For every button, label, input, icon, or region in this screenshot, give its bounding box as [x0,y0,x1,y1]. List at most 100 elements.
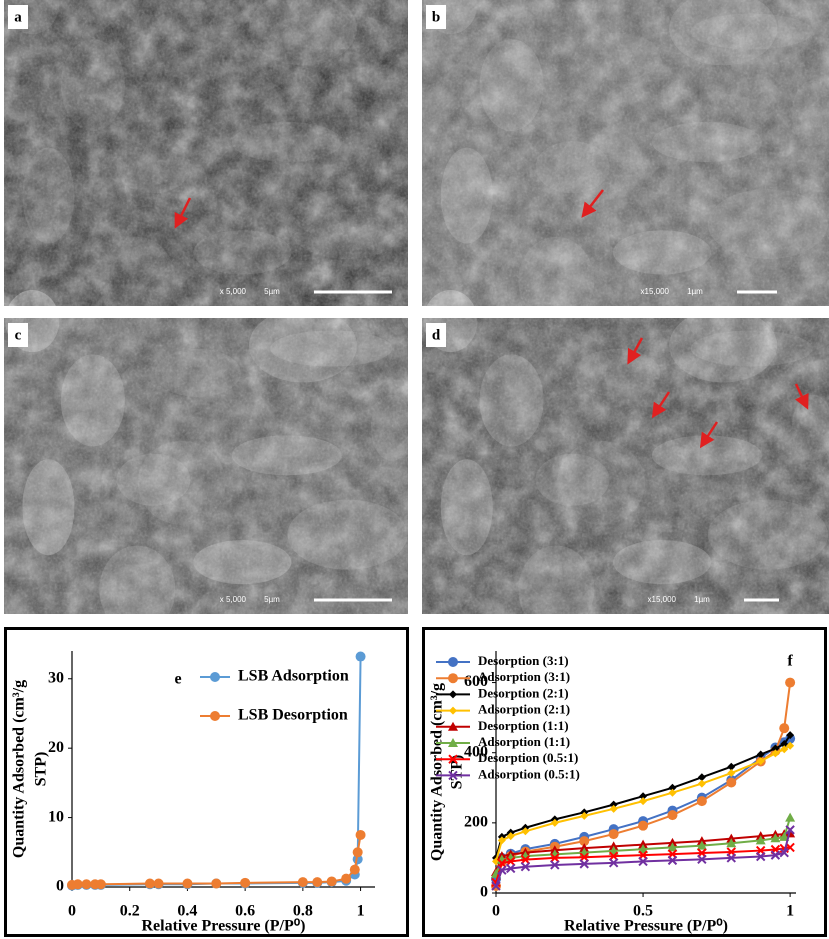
panel-label-box [426,5,446,29]
sem-image: d x15,000 1µm [402,290,829,634]
scale-label: 1µm [687,287,703,296]
point [755,835,766,845]
arrow [581,189,604,218]
y-tick-label: 200 [464,814,488,831]
point [521,827,530,836]
x-tick-label: 0 [68,903,76,920]
point [550,860,560,870]
point [312,877,323,888]
legend-marker [448,657,458,667]
x-tick-label: 1 [786,903,794,920]
point [668,788,677,797]
x-axis-label: Relative Pressure (P/P⁰) [564,918,728,935]
point [355,829,366,840]
legend-marker [448,770,458,781]
y-tick-label: 20 [48,739,64,756]
y-tick-label: 30 [48,669,64,686]
point [756,757,765,766]
x-tick-label: 0.8 [293,903,313,920]
point [756,750,765,759]
point [506,832,515,841]
legend-marker [448,754,458,764]
legend-label: Adsorption (1:1) [478,734,570,749]
magnification: x15,000 [648,595,677,604]
y-tick-label: 10 [48,808,64,825]
point [497,858,507,868]
legend-label: Desorption (2:1) [478,685,569,700]
legend-label: Desorption (1:1) [478,718,569,733]
chart-label: e [174,671,181,688]
point [211,878,222,889]
y-axis-label: STP) [33,752,50,787]
point [667,810,678,821]
point [639,797,648,806]
x-tick-label: 0 [492,903,500,920]
point [326,876,337,887]
point [608,841,619,851]
x-axis-label: Relative Pressure (P/P⁰) [142,918,306,935]
point [579,836,590,847]
scale-label: 5µm [264,287,280,296]
chart: 0 10 20 30 0 0.2 0.4 0.6 0.8 1 Relative Pressure (… [4,627,409,937]
legend-marker [448,673,458,684]
point [608,858,619,868]
point [491,881,501,891]
point [497,865,507,875]
chart-label: f [787,653,793,670]
legend-label: Desorption (0.5:1) [478,750,578,765]
point [608,829,619,840]
legend-marker [210,672,220,682]
texture-fine [4,0,408,306]
point [580,811,589,820]
point [667,842,678,852]
texture-fine [4,318,408,614]
point [638,856,648,867]
point [770,850,781,860]
point [727,762,736,771]
point [726,853,737,863]
point [779,723,790,734]
legend-marker [449,690,457,699]
point [153,878,164,889]
point [520,861,531,872]
legend-marker [448,721,458,731]
point [95,879,106,890]
magnification: x 5,000 [220,287,247,296]
point [579,843,590,853]
point [780,739,789,748]
legend-label: Desorption (3:1) [478,653,569,668]
y-tick-label: 0 [480,884,488,901]
y-tick-label: 400 [464,743,488,760]
panel-label-box [426,323,446,347]
point [638,839,649,849]
chart-frame [422,627,827,937]
point [505,863,516,874]
point [667,837,678,847]
sem-panels: a x 5,000 5µm b x15,000 1µm c x 5,000 5µm d x15,00… [4,0,829,634]
point [609,800,618,809]
point [497,836,506,845]
legend-label: LSB Adsorption [238,668,349,685]
point [786,741,795,750]
point [770,833,781,843]
x-tick-label: 0.6 [235,903,255,920]
x-tick-label: 0.4 [177,903,197,920]
point [696,840,707,850]
texture-fine [422,0,829,306]
point [771,744,780,753]
point [696,796,707,807]
point [520,854,531,865]
point [72,879,83,890]
panel-label: b [432,9,440,25]
point [726,777,737,788]
point [639,792,648,801]
legend-label: Adsorption (2:1) [478,702,570,717]
point [779,847,789,858]
point [341,873,352,884]
point [182,878,193,889]
point [81,879,92,890]
point [638,820,649,831]
point [668,783,677,792]
